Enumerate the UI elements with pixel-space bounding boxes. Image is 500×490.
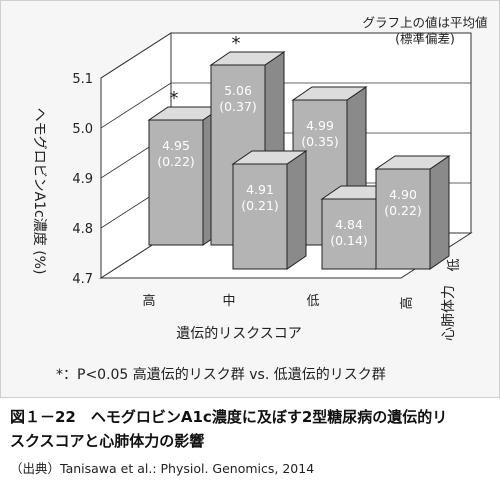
z-tick-label: 低 xyxy=(447,258,462,271)
y-axis-label: ヘモグロビンA1c濃度 (%) xyxy=(31,108,47,275)
bar-sd-label: (0.22) xyxy=(157,154,195,169)
y-tick-label: 5.0 xyxy=(72,122,93,137)
bar-sd-label: (0.21) xyxy=(241,198,279,213)
bar-value-label: 4.84 xyxy=(335,217,363,232)
y-tick-label: 4.7 xyxy=(72,272,93,287)
bar-sd-label: (0.35) xyxy=(301,134,339,149)
x-tick-label: 高 xyxy=(142,293,155,309)
figure-title-line-1: 図１－22 ヘモグロビンA1c濃度に及ぼす2型糖尿病の遺伝的リ xyxy=(10,408,448,426)
bar-front xyxy=(232,163,288,270)
bar-value-label: 4.95 xyxy=(162,138,190,153)
bar-value-label: 4.91 xyxy=(246,182,274,197)
z-axis-label: 心肺体力 xyxy=(441,285,457,341)
x-tick-label: 中 xyxy=(222,294,235,309)
significance-marker: * xyxy=(170,88,179,109)
gridline-left xyxy=(100,82,172,129)
y-tick-label: 4.8 xyxy=(72,222,93,237)
bar-value-label: 5.06 xyxy=(224,83,252,98)
bar-value-label: 4.90 xyxy=(389,187,417,202)
bar-side xyxy=(286,150,307,270)
z-tick-label: 高 xyxy=(399,296,415,309)
value-note-line: (標準偏差) xyxy=(395,31,455,46)
significance-footnote: *：P<0.05 高遺伝的リスク群 vs. 低遺伝的リスク群 xyxy=(56,366,386,383)
bar-sd-label: (0.37) xyxy=(219,99,257,114)
x-tick-label: 低 xyxy=(306,294,319,309)
value-note-line: グラフ上の値は平均値 xyxy=(362,15,487,30)
bar-sd-label: (0.14) xyxy=(330,233,368,248)
chart-panel: 4.7 4.8 4.9 5.0 5.1 高中低遺伝的リスクスコア高低心肺体力 ヘモグロビンA… xyxy=(0,0,500,398)
bar-sd-label: (0.22) xyxy=(384,203,422,218)
bar-value-label: 4.99 xyxy=(306,118,334,133)
figure-title: 図１－22 ヘモグロビンA1c濃度に及ぼす2型糖尿病の遺伝的リ スクスコアと心肺… xyxy=(10,405,495,453)
y-tick-label: 5.1 xyxy=(72,72,93,87)
bar-chart-3d: 4.74.84.95.05.1高中低遺伝的リスクスコア高低心肺体力ヘモグロビンA… xyxy=(31,15,488,383)
significance-marker: * xyxy=(232,33,241,54)
value-note: グラフ上の値は平均値(標準偏差) xyxy=(362,15,487,46)
figure-source: （出典）Tanisawa et al.: Physiol. Genomics, … xyxy=(10,461,315,476)
bar-front xyxy=(375,168,431,270)
figure-title-line-2: スクスコアと心肺体力の影響 xyxy=(10,432,205,450)
gridline-left xyxy=(100,32,172,79)
bar-front xyxy=(321,198,377,270)
y-tick-label: 4.9 xyxy=(72,172,93,187)
bar-front xyxy=(148,119,204,246)
x-axis-label: 遺伝的リスクスコア xyxy=(176,326,302,342)
bar-side xyxy=(429,155,450,270)
